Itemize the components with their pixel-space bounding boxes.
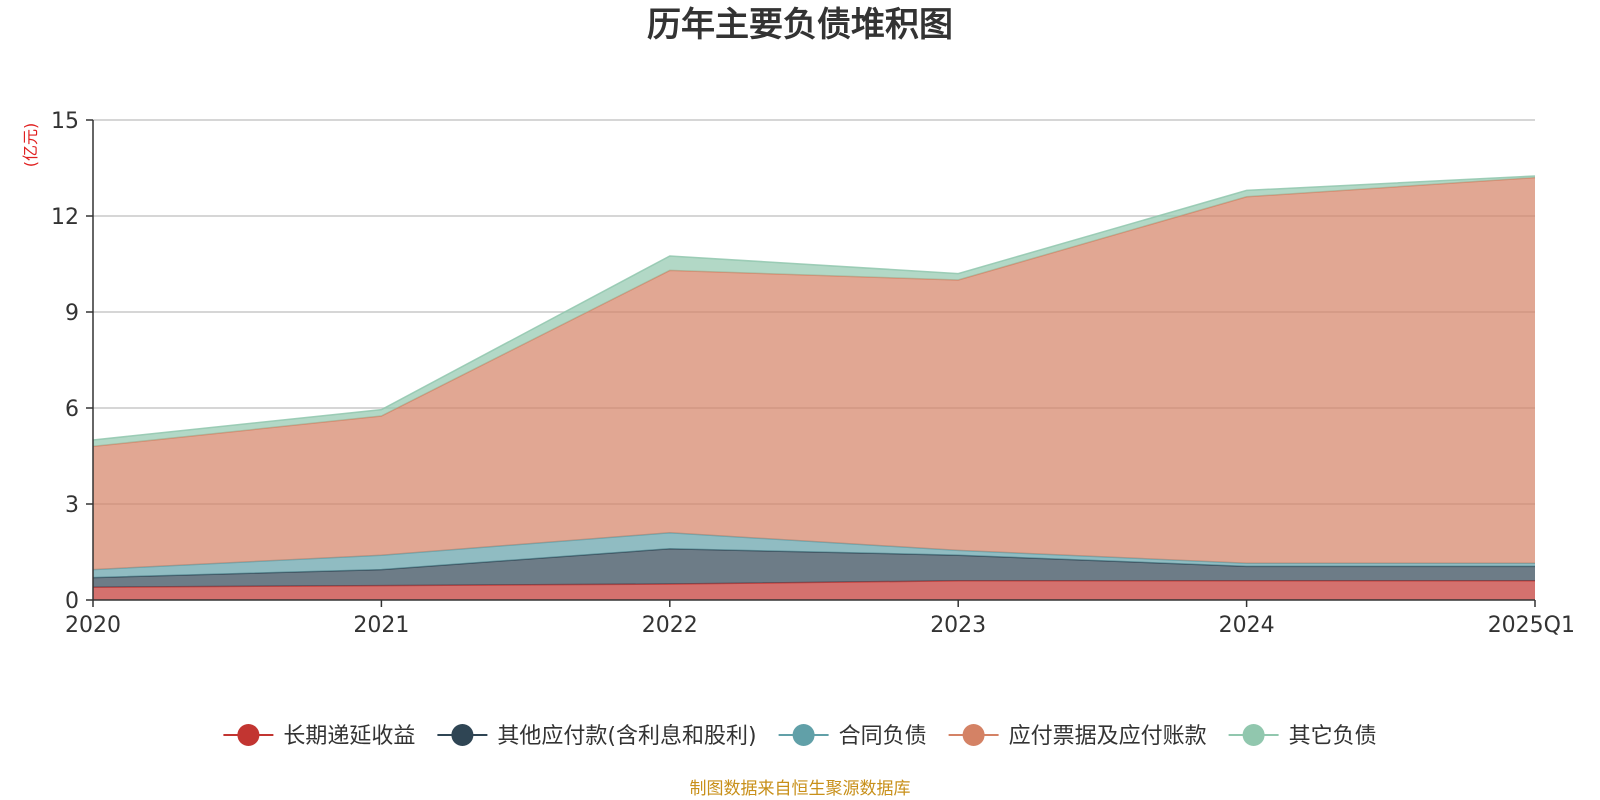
x-tick-label: 2025Q1 [1488, 613, 1575, 638]
area-line-应付票据及应付账款 [92, 176, 1536, 448]
y-tick-label: 15 [51, 109, 79, 134]
legend-marker [962, 724, 985, 746]
legend-label: 长期递延收益 [283, 724, 415, 749]
axes: 0 3 6 9 12 15 2020 2021 2022 2023 2024 2025Q1 [51, 109, 1575, 638]
legend-label: 其它负债 [1289, 724, 1377, 749]
legend-marker [792, 724, 815, 746]
y-tick-label: 9 [65, 301, 79, 326]
y-tick-label: 12 [51, 205, 79, 230]
x-tick-label: 2024 [1219, 613, 1275, 638]
legend-marker [237, 724, 260, 746]
legend-label: 其他应付款(含利息和股利) [497, 724, 756, 749]
y-tick-label: 0 [65, 589, 79, 614]
legend-marker [1242, 724, 1265, 746]
legend-item[interactable]: 应付票据及应付账款 [948, 724, 1207, 749]
area-series [92, 175, 1536, 600]
x-tick-label: 2022 [642, 613, 698, 638]
legend-item[interactable]: 长期递延收益 [223, 724, 415, 749]
data-source-note: 制图数据来自恒生聚源数据库 [690, 779, 911, 799]
legend-item[interactable]: 合同负债 [778, 724, 927, 749]
y-tick-label: 6 [65, 397, 79, 422]
y-axis-unit: (亿元) [21, 123, 40, 168]
legend-label: 应付票据及应付账款 [1009, 724, 1207, 749]
x-tick-label: 2020 [65, 613, 121, 638]
area-应付票据及应付账款 [93, 177, 1535, 570]
area-其他应付款(含利息和股利) [93, 548, 1535, 588]
legend-item[interactable]: 其他应付款(含利息和股利) [437, 724, 757, 749]
legend-marker [451, 724, 474, 746]
y-tick-label: 3 [65, 493, 79, 518]
x-tick-label: 2021 [353, 613, 409, 638]
legend[interactable]: 长期递延收益 其他应付款(含利息和股利) 合同负债 应付票据及应付账款 其它负债 [223, 724, 1377, 749]
area-其它负债 [93, 176, 1535, 447]
legend-label: 合同负债 [839, 724, 927, 749]
chart-title: 历年主要负债堆积图 [647, 5, 953, 45]
x-tick-label: 2023 [930, 613, 986, 638]
area-line-其它负债 [92, 175, 1536, 441]
legend-item[interactable]: 其它负债 [1228, 724, 1377, 749]
